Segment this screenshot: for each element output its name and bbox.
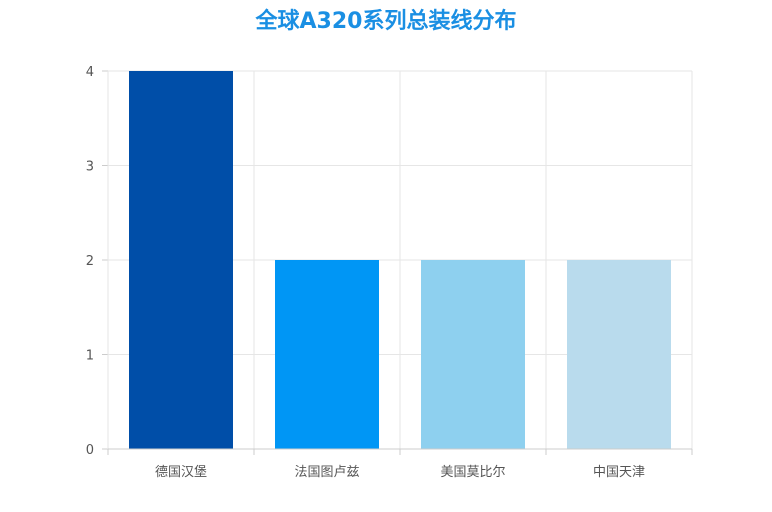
y-tick-labels: 0 1 2 3 4 bbox=[86, 65, 94, 458]
bar-1 bbox=[129, 71, 233, 449]
x-tick-label: 美国莫比尔 bbox=[440, 465, 505, 480]
x-tick-label: 法国图卢兹 bbox=[294, 464, 359, 480]
y-tick-label: 1 bbox=[86, 349, 94, 364]
bar-4 bbox=[567, 260, 671, 449]
x-tick-label: 中国天津 bbox=[593, 465, 645, 480]
y-tick-label: 0 bbox=[86, 443, 94, 458]
y-tick-label: 3 bbox=[86, 160, 94, 175]
bar-2 bbox=[275, 260, 379, 449]
x-tick-labels: 德国汉堡 法国图卢兹 美国莫比尔 中国天津 bbox=[155, 464, 645, 480]
bar-3 bbox=[421, 260, 525, 449]
chart-title: 全球A320系列总装线分布 bbox=[255, 9, 517, 34]
y-tick-label: 2 bbox=[86, 254, 94, 269]
x-tick-label: 德国汉堡 bbox=[155, 464, 207, 480]
bars bbox=[129, 71, 671, 449]
y-tick-label: 4 bbox=[86, 65, 94, 80]
